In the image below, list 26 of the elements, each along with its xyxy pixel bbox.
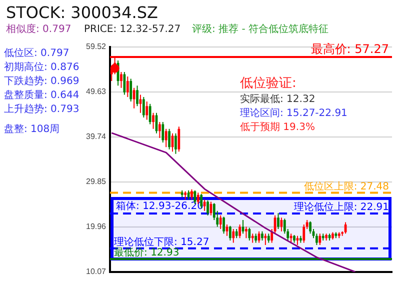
text: 低位区: 0.797 — [4, 48, 70, 60]
text: 下跌趋势: 0.969 — [4, 76, 80, 88]
band-label: 箱体: 12.93-26.20 — [116, 200, 204, 212]
y-tick-label: 39.74 — [86, 132, 107, 142]
text: PRICE: 12.32-57.27 — [84, 24, 181, 36]
text: 上升趋势: 0.793 — [4, 104, 80, 116]
y-tick-label: 29.85 — [86, 177, 107, 186]
y-tick-label: 19.96 — [86, 222, 107, 232]
annotation: 实际最低: 12.32 — [240, 94, 316, 106]
ref-line-label: 低位区上限: 27.48 — [304, 180, 389, 192]
annotation: 低于预期 19.3% — [240, 122, 315, 134]
y-tick-label: 59.52 — [86, 42, 107, 52]
ref-line-label: 理论低位下限: 15.27 — [114, 236, 210, 248]
text: 相似度: 0.797 — [6, 24, 72, 36]
ref-line-label: 最低价: 12.93 — [114, 246, 180, 259]
y-tick-label: 10.07 — [86, 267, 107, 276]
y-tick-label: 49.63 — [86, 87, 107, 96]
text: 盘整质量: 0.644 — [4, 90, 80, 102]
ref-line-label: 最高价: 57.27 — [310, 42, 389, 56]
annotation: 理论区间: 15.27-22.91 — [240, 108, 348, 120]
ref-line-label: 理论低位上限: 22.91 — [294, 201, 389, 214]
text: 评级: 推荐 - 符合低位筑底特征 — [192, 24, 329, 36]
chart-title: STOCK: 300034.SZ — [6, 3, 158, 22]
text: 盘整: 108周 — [4, 124, 60, 136]
text: 初期高位: 0.876 — [4, 62, 80, 74]
annotation: 低位验证: — [240, 76, 296, 92]
